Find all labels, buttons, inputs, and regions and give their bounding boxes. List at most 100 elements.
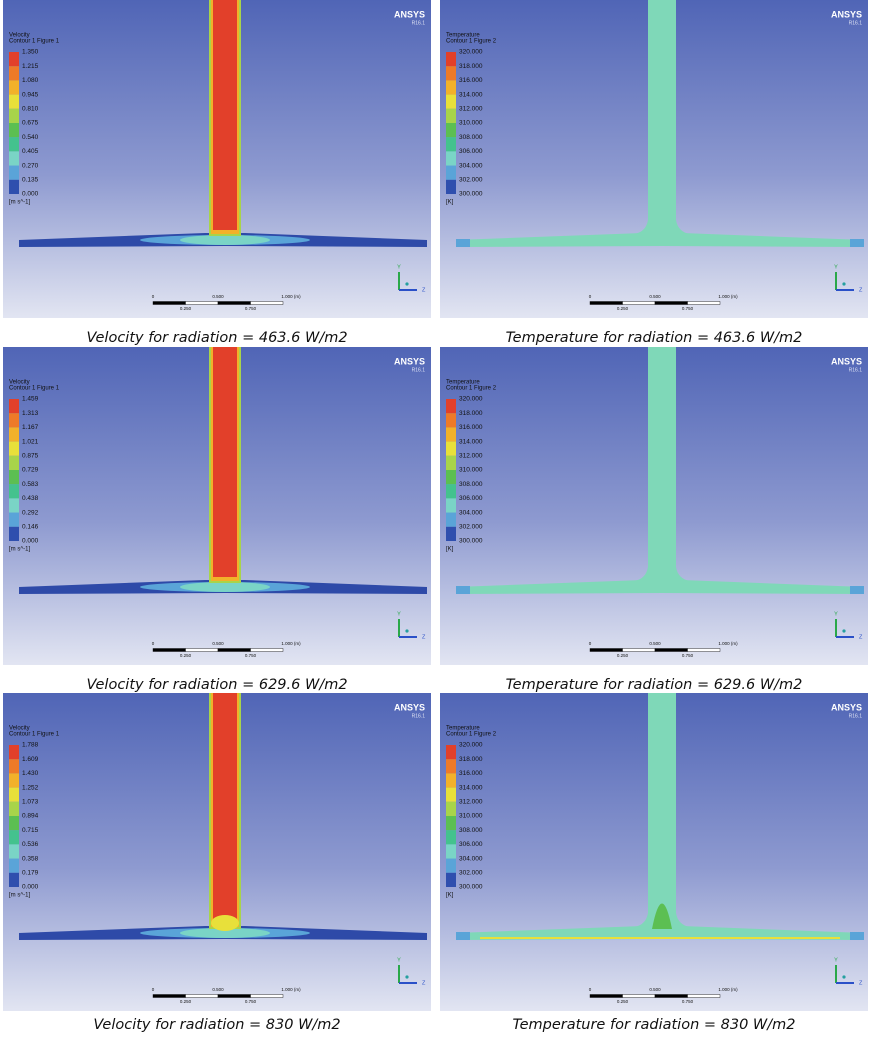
axis-label: Y xyxy=(834,264,838,270)
scale-segment xyxy=(251,649,284,652)
legend-band xyxy=(446,802,456,816)
logo: ANSYS xyxy=(831,9,862,19)
scale-label: 0.250 xyxy=(180,653,192,658)
legend-unit: [K] xyxy=(446,547,454,553)
legend-band xyxy=(9,95,19,109)
legend-band xyxy=(9,442,19,456)
legend-subtitle: Contour 1 Figure 2 xyxy=(446,39,497,45)
caption: Temperature for radiation = 463.6 W/m2 xyxy=(506,330,803,346)
legend-label: 0.179 xyxy=(22,870,39,877)
legend-unit: [K] xyxy=(446,200,454,206)
scale-label: 0.750 xyxy=(682,306,694,311)
scale-segment xyxy=(251,995,284,998)
scale-segment xyxy=(688,649,721,652)
duct-end xyxy=(456,239,470,247)
legend-label: 314.000 xyxy=(459,784,483,791)
caption: Temperature for radiation = 629.6 W/m2 xyxy=(506,677,803,693)
legend-band xyxy=(446,166,456,180)
scale-label: 0.500 xyxy=(212,987,224,992)
legend-label: 0.945 xyxy=(22,91,39,98)
logo: ANSYS xyxy=(394,702,425,712)
legend-label: 300.000 xyxy=(459,191,483,198)
scale-label: 1.000 (m) xyxy=(281,641,301,646)
legend-subtitle: Contour 1 Figure 2 xyxy=(446,732,497,738)
logo-version: R16.1 xyxy=(412,20,426,26)
legend-band xyxy=(446,484,456,498)
scale-segment xyxy=(655,302,688,305)
hot-strip xyxy=(480,937,840,939)
scale-label: 1.000 (m) xyxy=(718,987,738,992)
duct-end xyxy=(850,586,864,594)
scale-label: 0.500 xyxy=(649,294,661,299)
legend-label: 304.000 xyxy=(459,509,483,516)
legend-band xyxy=(446,859,456,873)
legend-band xyxy=(9,830,19,844)
scale-label: 1.000 (m) xyxy=(281,294,301,299)
legend-band xyxy=(9,802,19,816)
legend-band xyxy=(446,80,456,94)
legend-band xyxy=(446,788,456,802)
legend-band xyxy=(9,399,19,413)
legend-band xyxy=(9,80,19,94)
legend-band xyxy=(9,52,19,66)
legend-band xyxy=(9,859,19,873)
legend-band xyxy=(9,151,19,165)
legend-band xyxy=(9,470,19,484)
legend-band xyxy=(9,513,19,527)
scale-segment xyxy=(590,649,623,652)
legend-band xyxy=(9,745,19,759)
legend-label: 320.000 xyxy=(459,49,483,56)
scale-label: 0.500 xyxy=(212,294,224,299)
legend-band xyxy=(446,456,456,470)
legend-label: 0.536 xyxy=(22,841,39,848)
legend-label: 314.000 xyxy=(459,91,483,98)
scale-label: 0.500 xyxy=(649,641,661,646)
scale-segment xyxy=(688,302,721,305)
legend-band xyxy=(9,180,19,194)
legend-label: 314.000 xyxy=(459,438,483,445)
legend-band xyxy=(9,137,19,151)
legend-band xyxy=(9,788,19,802)
scale-segment xyxy=(153,302,186,305)
scale-label: 1.000 (m) xyxy=(718,641,738,646)
scale-segment xyxy=(218,649,251,652)
scale-label: 1.000 (m) xyxy=(281,987,301,992)
legend-label: 0.135 xyxy=(22,177,39,184)
legend-label: 308.000 xyxy=(459,481,483,488)
legend-band xyxy=(446,109,456,123)
scale-label: 0.250 xyxy=(180,999,192,1004)
scale-segment xyxy=(251,302,284,305)
duct-end xyxy=(456,932,470,940)
legend-band xyxy=(446,66,456,80)
legend-label: 300.000 xyxy=(459,538,483,545)
junction xyxy=(211,915,239,931)
legend-band xyxy=(9,456,19,470)
scale-segment xyxy=(153,649,186,652)
legend-label: 320.000 xyxy=(459,396,483,403)
legend-label: 306.000 xyxy=(459,495,483,502)
legend-band xyxy=(9,123,19,137)
flow-region xyxy=(180,235,270,245)
legend-label: 306.000 xyxy=(459,841,483,848)
axis-x xyxy=(842,282,845,285)
legend-label: 316.000 xyxy=(459,424,483,431)
scale-label: 0.750 xyxy=(682,653,694,658)
legend-unit: [m s^-1] xyxy=(9,200,30,206)
legend-band xyxy=(446,470,456,484)
legend-label: 0.894 xyxy=(22,813,39,820)
axis-x xyxy=(405,282,408,285)
legend-label: 310.000 xyxy=(459,813,483,820)
logo: ANSYS xyxy=(831,702,862,712)
legend-label: 0.405 xyxy=(22,148,39,155)
scale-segment xyxy=(623,302,656,305)
legend-band xyxy=(9,109,19,123)
legend-band xyxy=(446,151,456,165)
legend-band xyxy=(446,873,456,887)
legend-label: 0.729 xyxy=(22,467,39,474)
axis-x xyxy=(842,975,845,978)
legend-band xyxy=(446,513,456,527)
legend-subtitle: Contour 1 Figure 2 xyxy=(446,386,497,392)
logo-version: R16.1 xyxy=(412,367,426,373)
caption: Velocity for radiation = 830 W/m2 xyxy=(93,1017,340,1033)
